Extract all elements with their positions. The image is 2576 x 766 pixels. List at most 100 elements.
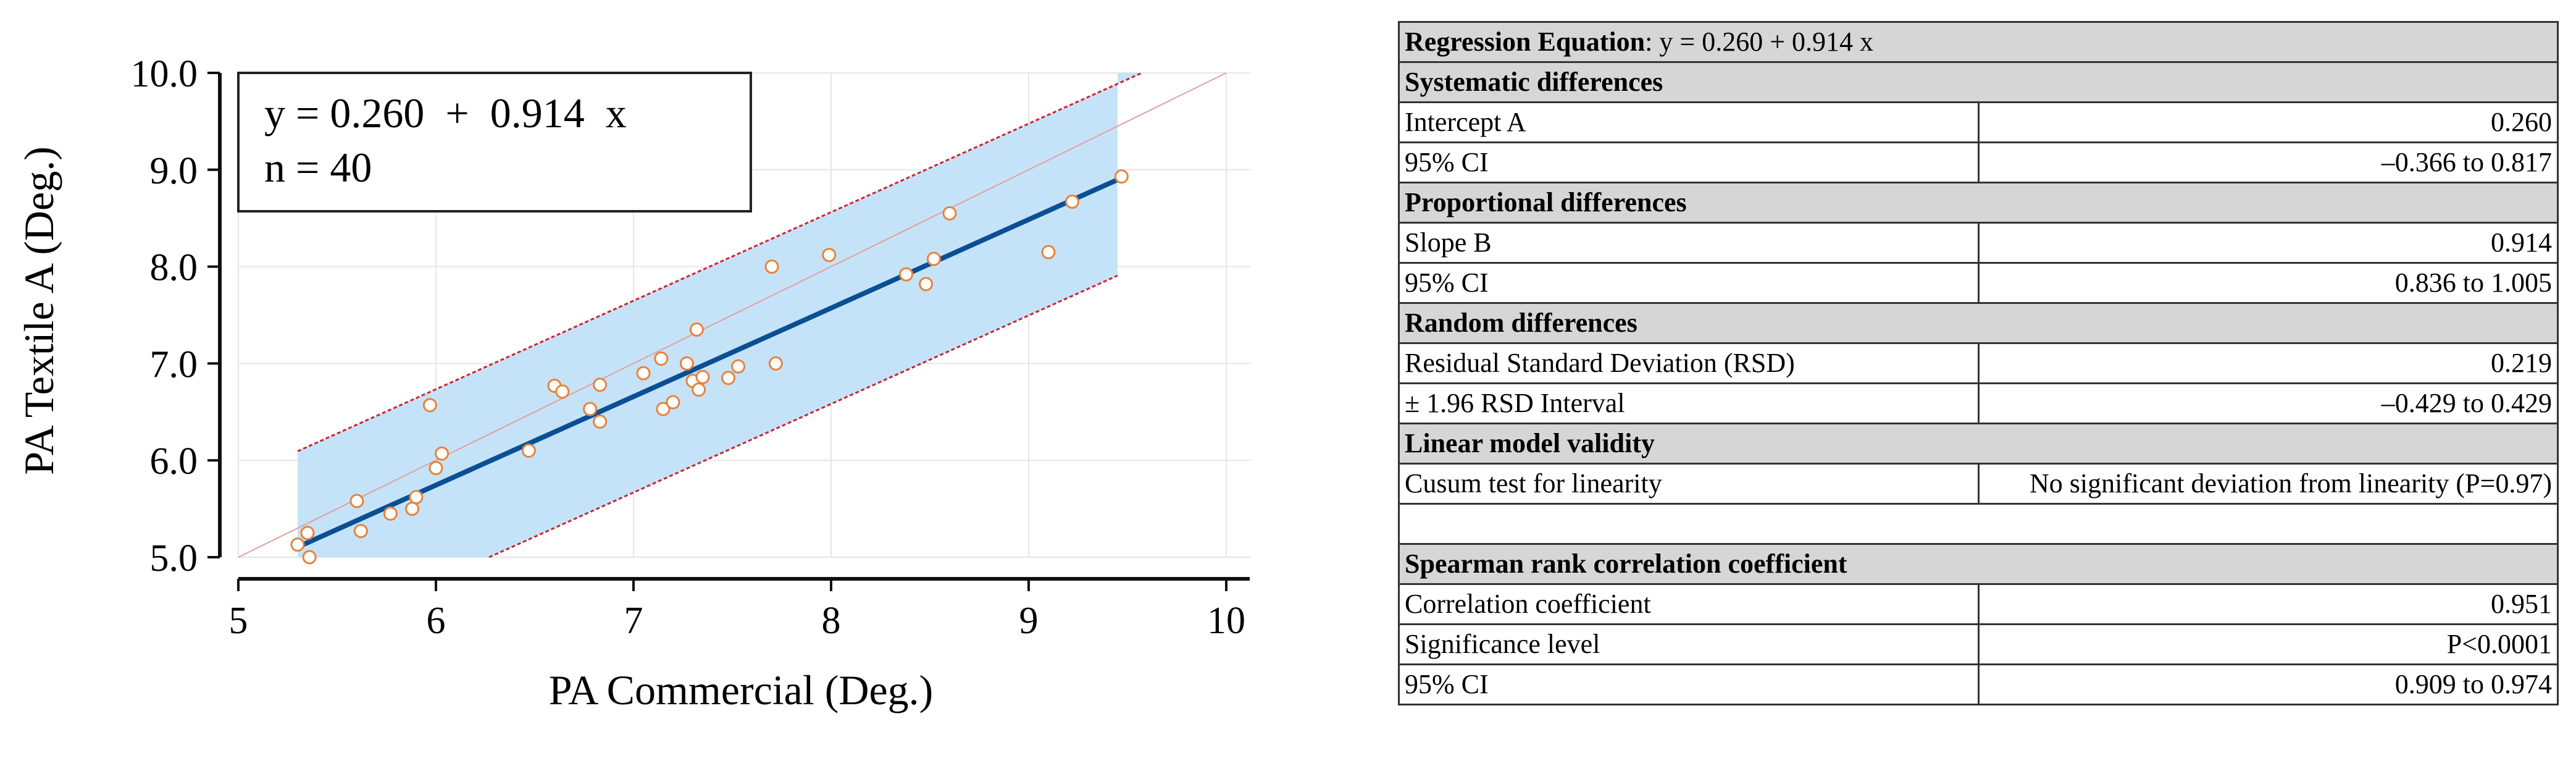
data-points <box>290 169 1129 565</box>
legend-n: n = 40 <box>264 144 372 191</box>
legend-box <box>237 72 752 213</box>
x-tick-label: 5 <box>229 600 248 642</box>
table-row: 95% CI –0.366 to 0.817 <box>1398 141 2559 183</box>
table-row: Residual Standard Deviation (RSD) 0.219 <box>1398 342 2559 384</box>
y-axis-label: PA Textile A (Deg.) <box>15 146 62 475</box>
row-value: 0.914 <box>1977 222 2559 264</box>
row-value: P<0.0001 <box>1977 623 2559 665</box>
section-header-rest: : y = 0.260 + 0.914 x <box>1645 27 1874 57</box>
scatter-chart: 5 6 7 8 9 10 5.0 6.0 7.0 8.0 9.0 10.0 y = 0.260 + 0… <box>0 0 1272 766</box>
section-header: Systematic differences <box>1398 61 2559 103</box>
row-value: 0.909 to 0.974 <box>1977 663 2559 705</box>
row-label: Significance level <box>1398 623 1980 665</box>
data-point <box>692 382 706 397</box>
row-label: Correlation coefficient <box>1398 583 1980 625</box>
data-point <box>422 398 437 413</box>
row-label: Cusum test for linearity <box>1398 463 1980 505</box>
data-point <box>764 259 779 274</box>
chart-svg: 5 6 7 8 9 10 5.0 6.0 7.0 8.0 9.0 10.0 y = 0.260 + 0… <box>15 53 1251 713</box>
data-point <box>654 351 669 366</box>
section-header-row: Spearman rank correlation coefficient <box>1398 543 2559 585</box>
table-row: Intercept A 0.260 <box>1398 101 2559 143</box>
data-point <box>919 277 934 292</box>
row-label: 95% CI <box>1398 141 1980 183</box>
x-tick-label: 6 <box>427 600 446 642</box>
section-header-title: Linear model validity <box>1405 428 1655 458</box>
table-row: 95% CI 0.836 to 1.005 <box>1398 262 2559 304</box>
y-tick-label: 10.0 <box>131 53 198 95</box>
section-header: Linear model validity <box>1398 423 2559 465</box>
table-row: Slope B 0.914 <box>1398 222 2559 264</box>
section-header: Proportional differences <box>1398 182 2559 224</box>
section-header-row: Proportional differences <box>1398 182 2559 224</box>
section-header-title: Regression Equation <box>1405 27 1646 57</box>
spacer-cell <box>1398 503 2559 545</box>
data-point <box>926 251 941 266</box>
data-point <box>768 356 783 371</box>
row-value: 0.219 <box>1977 342 2559 384</box>
data-point <box>1041 245 1056 259</box>
table-row: ± 1.96 RSD Interval –0.429 to 0.429 <box>1398 382 2559 424</box>
data-point <box>302 550 317 565</box>
y-tick-label: 5.0 <box>150 537 198 579</box>
data-point <box>429 461 443 476</box>
data-point <box>695 369 710 384</box>
row-label: Residual Standard Deviation (RSD) <box>1398 342 1980 384</box>
data-point <box>656 402 671 416</box>
row-value: 0.260 <box>1977 101 2559 143</box>
data-point <box>593 377 608 392</box>
y-tick-label: 8.0 <box>150 247 198 289</box>
data-point <box>555 384 570 399</box>
regression-line <box>296 177 1119 550</box>
data-point <box>689 322 704 337</box>
table-row: 95% CI 0.909 to 0.974 <box>1398 663 2559 705</box>
data-point <box>822 248 837 263</box>
data-point <box>521 444 536 458</box>
section-header-row: Regression Equation: y = 0.260 + 0.914 x <box>1398 21 2559 63</box>
data-point <box>349 494 364 508</box>
data-point <box>666 395 680 410</box>
data-point <box>383 506 398 521</box>
row-label: ± 1.96 RSD Interval <box>1398 382 1980 424</box>
lines <box>238 72 1227 558</box>
section-header-row: Random differences <box>1398 302 2559 344</box>
x-tick-label: 7 <box>624 600 643 642</box>
data-point <box>899 267 914 282</box>
x-tick-label: 10 <box>1207 600 1245 642</box>
data-point <box>435 446 450 461</box>
x-axis-label: PA Commercial (Deg.) <box>549 667 934 713</box>
section-header-title: Systematic differences <box>1405 67 1663 97</box>
data-point <box>942 206 957 221</box>
x-tick-label: 9 <box>1019 600 1039 642</box>
section-header: Spearman rank correlation coefficient <box>1398 543 2559 585</box>
agreement-band <box>297 72 1143 558</box>
regression-stats-table: Regression Equation: y = 0.260 + 0.914 x… <box>1398 21 2559 705</box>
legend: y = 0.260 + 0.914 x n = 40 <box>237 72 752 213</box>
data-point <box>290 537 305 552</box>
band-fill <box>298 73 1142 557</box>
section-header: Random differences <box>1398 302 2559 344</box>
identity-line <box>238 72 1227 558</box>
row-label: Slope B <box>1398 222 1980 264</box>
x-tick-label: 8 <box>822 600 841 642</box>
section-header-row: Linear model validity <box>1398 423 2559 465</box>
table-row: Significance level P<0.0001 <box>1398 623 2559 665</box>
row-value: No significant deviation from linearity … <box>1977 463 2559 505</box>
row-value: –0.366 to 0.817 <box>1977 141 2559 183</box>
data-point <box>721 371 736 385</box>
y-tick-label: 9.0 <box>150 150 198 192</box>
axes: 5 6 7 8 9 10 5.0 6.0 7.0 8.0 9.0 10.0 <box>131 53 1250 642</box>
data-point <box>1114 169 1129 184</box>
data-point <box>583 402 598 416</box>
row-label: Intercept A <box>1398 101 1980 143</box>
section-header: Regression Equation: y = 0.260 + 0.914 x <box>1398 21 2559 63</box>
row-value: –0.429 to 0.429 <box>1977 382 2559 424</box>
section-header-title: Random differences <box>1405 308 1637 338</box>
spacer-row <box>1398 503 2559 545</box>
data-point <box>405 502 420 516</box>
band-lower-edge <box>488 274 1118 558</box>
data-point <box>409 490 424 505</box>
row-value: 0.951 <box>1977 583 2559 625</box>
legend-equation: y = 0.260 + 0.914 x <box>264 90 627 137</box>
section-header-title: Proportional differences <box>1405 187 1687 217</box>
